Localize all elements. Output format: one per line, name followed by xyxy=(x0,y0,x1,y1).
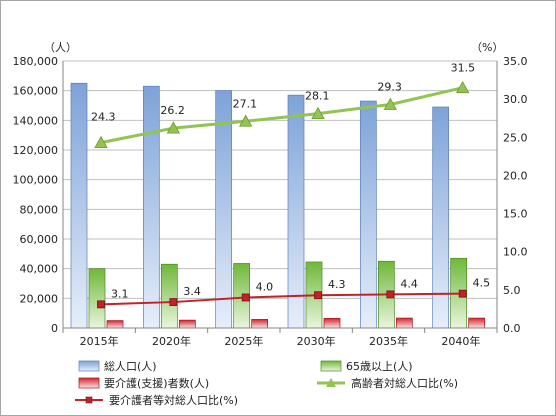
legend-label: 要介護(支援)者数(人) xyxy=(104,376,209,390)
x-tick-label: 2035年 xyxy=(369,334,408,348)
legend-label: 総人口(人) xyxy=(104,359,157,373)
x-tick-label: 2030年 xyxy=(297,334,336,348)
y-left-tick-label: 0 xyxy=(51,322,58,335)
line-marker-1-5 xyxy=(458,289,467,298)
gridlines xyxy=(63,60,497,329)
data-label: 4.3 xyxy=(328,278,346,291)
y-left-tick-label: 60,000 xyxy=(20,233,59,246)
y-right-tick-label: 30.0 xyxy=(503,93,528,106)
line-marker-1-0 xyxy=(97,300,105,309)
data-label: 24.3 xyxy=(91,111,116,124)
lines-layer xyxy=(94,80,470,309)
legend-swatch-1 xyxy=(320,360,342,372)
y-right-tick-label: 20.0 xyxy=(503,169,528,182)
bar-0-1 xyxy=(142,85,160,329)
line-marker-1-1 xyxy=(169,298,178,306)
bar-0-2 xyxy=(215,90,233,329)
legend-label: 65歳以上(人) xyxy=(346,360,413,373)
bar-0-0 xyxy=(70,82,88,329)
line-1 xyxy=(100,292,463,306)
data-label: 28.1 xyxy=(305,90,330,103)
line-marker-1-4 xyxy=(386,290,395,299)
bar-2-1 xyxy=(178,319,196,329)
data-label: 31.5 xyxy=(451,62,476,75)
data-label: 4.4 xyxy=(400,277,418,290)
legend-marker-4 xyxy=(85,396,93,404)
data-label: 3.4 xyxy=(183,285,201,298)
line-marker-1-3 xyxy=(314,291,322,300)
y-left-tick-label: 180,000 xyxy=(13,55,59,68)
line-marker-0-1 xyxy=(166,121,181,134)
line-marker-1-2 xyxy=(241,293,250,302)
y-right-tick-label: 35.0 xyxy=(503,55,528,68)
data-label: 4.5 xyxy=(473,277,491,290)
bar-1-1 xyxy=(160,263,178,329)
bar-1-0 xyxy=(88,268,106,329)
y-right-tick-label: 0.0 xyxy=(503,322,521,335)
y-left-tick-label: 40,000 xyxy=(20,263,59,276)
line-marker-0-0 xyxy=(94,135,108,149)
y-left-tick-label: 120,000 xyxy=(13,144,59,157)
y-right-tick-label: 25.0 xyxy=(503,131,528,144)
x-tick-label: 2020年 xyxy=(152,334,191,348)
y-right-unit-label: （%） xyxy=(471,41,503,54)
legend-label: 高齢者対総人口比(%) xyxy=(351,376,458,390)
bar-2-0 xyxy=(106,320,124,329)
y-left-tick-label: 80,000 xyxy=(20,203,59,216)
y-right-tick-label: 10.0 xyxy=(503,246,528,259)
legend: 総人口(人) 65歳以上(人) 要介護(支援)者数(人) 高齢者対総人口比(%) 要介護… xyxy=(75,359,458,407)
line-0 xyxy=(100,86,464,145)
bar-2-2 xyxy=(251,319,269,329)
y-right-tick-label: 15.0 xyxy=(503,208,528,221)
y-left-unit-label: （人） xyxy=(44,41,77,54)
data-label: 27.1 xyxy=(233,97,258,110)
y-left-tick-label: 100,000 xyxy=(13,174,59,187)
bars-layer xyxy=(70,82,486,329)
data-label: 4.0 xyxy=(256,280,274,293)
data-label: 3.1 xyxy=(111,287,129,300)
bar-2-3 xyxy=(323,318,341,329)
y-right-tick-label: 5.0 xyxy=(503,284,521,297)
line-marker-0-5 xyxy=(455,80,470,94)
legend-label: 要介護者等対総人口比(%) xyxy=(109,393,238,407)
bar-2-4 xyxy=(395,317,413,329)
legend-swatch-2 xyxy=(78,377,100,389)
bar-0-3 xyxy=(287,94,305,329)
x-tick-label: 2025年 xyxy=(224,334,263,348)
line-marker-0-2 xyxy=(238,114,253,127)
axes-layer: 0 20,000 40,000 60,000 80,000 100,000 120,000 1… xyxy=(13,41,528,348)
y-left-tick-label: 140,000 xyxy=(13,114,59,127)
x-tick-label: 2040年 xyxy=(441,334,480,348)
y-left-tick-label: 160,000 xyxy=(13,85,59,98)
legend-marker-3 xyxy=(326,378,336,387)
data-label: 26.2 xyxy=(160,104,185,117)
legend-swatch-0 xyxy=(78,360,100,372)
line-marker-0-4 xyxy=(383,97,398,110)
y-left-tick-label: 20,000 xyxy=(20,292,59,305)
data-label: 29.3 xyxy=(377,80,402,93)
labels-layer: 24.3 26.2 27.1 28.1 29.3 31.5 3.1 3.4 4.0 4.3 4.4 4… xyxy=(91,62,490,301)
bar-2-5 xyxy=(468,317,486,329)
x-tick-label: 2015年 xyxy=(80,334,119,348)
line-marker-0-3 xyxy=(311,106,325,120)
